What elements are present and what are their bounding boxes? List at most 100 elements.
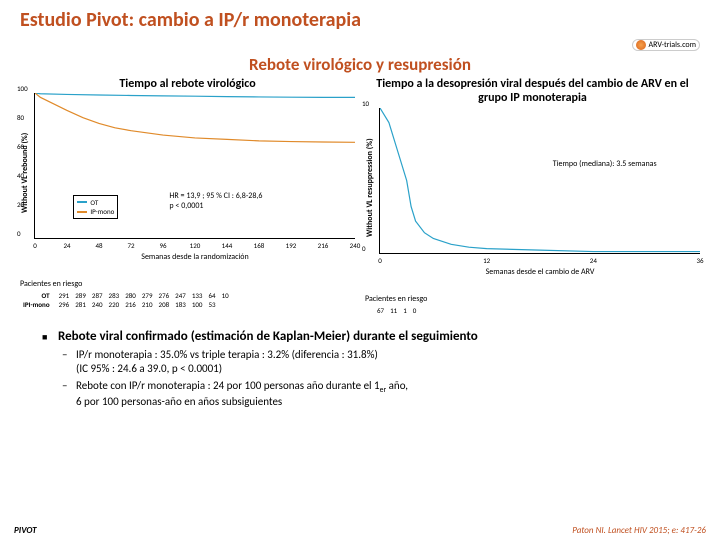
xtick: 192: [286, 241, 297, 250]
left-risk-table: Pacientes en riesgo OT291289287283280279…: [20, 279, 355, 309]
subtitle: Rebote virológico y resupresión: [20, 54, 700, 75]
left-chart-col: Tiempo al rebote virológico Without VL r…: [20, 77, 355, 315]
legend-label: OT: [90, 198, 98, 207]
bullet-sub-b-suffix: año,: [386, 379, 408, 392]
right-chart-col: Tiempo a la desopresión viral después de…: [365, 77, 700, 315]
risk-cell: 210: [139, 300, 156, 309]
right-xlabel: Semanas desde el cambio de ARV: [486, 267, 595, 277]
risk-cell: 289: [72, 291, 89, 300]
table-row: 671110: [365, 306, 419, 315]
right-risk-table: Pacientes en riesgo 671110: [365, 294, 700, 315]
series-OT: [35, 93, 355, 97]
bullet-sub-a-l1: IP/r monoterapia : 35.0% vs triple terap…: [76, 348, 378, 361]
bullet-sub-b-l2: 6 por 100 personas-año en años subsiguie…: [76, 395, 282, 408]
left-plot-area: OTIP-mono HR = 13,9 ; 95 % CI : 6,8-28,6…: [34, 93, 355, 239]
bullet-main: Rebote viral confirmado (estimación de K…: [46, 329, 700, 345]
series-IPmono: [35, 93, 355, 142]
risk-cell: 281: [72, 300, 89, 309]
logo-row: ARV-trials.com: [20, 36, 700, 54]
risk-cell: 276: [156, 291, 173, 300]
risk-cell: 287: [89, 291, 106, 300]
ytick: 100: [17, 84, 28, 93]
right-plot-area: Tiempo (mediana): 3.5 semanas Semanas de…: [379, 108, 700, 254]
legend-item: IP-mono: [77, 207, 114, 216]
ytick: 0: [362, 244, 366, 253]
xtick: 0: [378, 256, 382, 265]
series-resupp: [380, 108, 700, 252]
bullet-sub-b-l1: Rebote con IP/r monoterapia : 24 por 100…: [76, 379, 380, 392]
citation: Paton NI. Lancet HIV 2015; e: 417-26: [572, 525, 706, 536]
logo-text: ARV-trials.com: [648, 40, 696, 50]
risk-cell: 10: [219, 291, 232, 300]
bullet-sub-b: – Rebote con IP/r monoterapia : 24 por 1…: [46, 379, 700, 410]
risk-cell: 280: [122, 291, 139, 300]
right-ylabel: Without VL resuppression (%): [365, 108, 375, 268]
risk-cell: 100: [189, 300, 206, 309]
right-median-note: Tiempo (mediana): 3.5 semanas: [553, 159, 657, 169]
slide-title: Estudio Pivot: cambio a IP/r monoterapia: [20, 8, 700, 32]
row-label: [365, 306, 374, 315]
risk-cell: 67: [374, 306, 387, 315]
xtick: 0: [33, 241, 37, 250]
risk-cell: 279: [139, 291, 156, 300]
row-label: IPI-mono: [20, 300, 56, 309]
ytick: 40: [17, 171, 24, 180]
left-legend: OTIP-mono: [73, 195, 118, 219]
pivot-tag: PIVOT: [14, 525, 37, 536]
xtick: 48: [95, 241, 102, 250]
left-xlabel: Semanas desde la randomización: [141, 252, 248, 262]
ytick: 60: [17, 142, 24, 151]
table-row: IPI-mono29628124022021621020818310053: [20, 300, 232, 309]
risk-cell: 291: [56, 291, 73, 300]
ytick: 10: [362, 99, 369, 108]
ytick: 20: [17, 200, 24, 209]
risk-cell: 183: [172, 300, 189, 309]
ytick: 80: [17, 113, 24, 122]
bullet-sub-a-l2: (IC 95% : 24.6 a 39.0, p < 0.0001): [76, 362, 222, 375]
right-chart-title: Tiempo a la desopresión viral después de…: [365, 77, 700, 106]
footer: PIVOT Paton NI. Lancet HIV 2015; e: 417-…: [0, 525, 720, 536]
table-row: OT2912892872832802792762471336410: [20, 291, 232, 300]
risk-cell: [219, 300, 232, 309]
risk-cell: 53: [205, 300, 218, 309]
legend-label: IP-mono: [90, 207, 114, 216]
risk-cell: 64: [205, 291, 218, 300]
right-chart-svg: [380, 108, 700, 253]
risk-cell: 1: [400, 306, 410, 315]
left-stat-note: HR = 13,9 ; 95 % CI : 6,8-28,6p < 0,0001: [169, 192, 262, 211]
risk-cell: 11: [387, 306, 400, 315]
left-chart: Without VL rebound (%) OTIP-mono HR = 13…: [20, 93, 355, 253]
arv-logo: ARV-trials.com: [632, 39, 700, 51]
bullet-list: Rebote viral confirmado (estimación de K…: [20, 329, 700, 409]
xtick: 96: [159, 241, 166, 250]
xtick: 12: [483, 256, 490, 265]
ytick: 0: [17, 229, 21, 238]
risk-cell: 220: [106, 300, 123, 309]
left-chart-title: Tiempo al rebote virológico: [20, 77, 355, 91]
xtick: 36: [696, 256, 703, 265]
legend-item: OT: [77, 198, 114, 207]
slide-title-text: Estudio Pivot: cambio a IP/r monoterapia: [20, 8, 361, 32]
xtick: 120: [190, 241, 201, 250]
risk-label-r: Pacientes en riesgo: [365, 294, 700, 304]
right-chart: Without VL resuppression (%) Tiempo (med…: [365, 108, 700, 268]
risk-cell: 296: [56, 300, 73, 309]
xtick: 240: [350, 241, 361, 250]
legend-swatch: [77, 201, 87, 203]
globe-icon: [636, 40, 646, 50]
risk-cell: 283: [106, 291, 123, 300]
risk-cell: 240: [89, 300, 106, 309]
xtick: 216: [318, 241, 329, 250]
xtick: 144: [222, 241, 233, 250]
xtick: 24: [63, 241, 70, 250]
risk-cell: 216: [122, 300, 139, 309]
risk-cell: 133: [189, 291, 206, 300]
risk-cell: 0: [410, 306, 420, 315]
risk-cell: 208: [156, 300, 173, 309]
subtitle-text: Rebote virológico y resupresión: [249, 54, 471, 75]
row-label: OT: [20, 291, 56, 300]
xtick: 24: [590, 256, 597, 265]
bullet-sub-a: – IP/r monoterapia : 35.0% vs triple ter…: [46, 348, 700, 376]
risk-label: Pacientes en riesgo: [20, 279, 355, 289]
legend-swatch: [77, 211, 87, 213]
